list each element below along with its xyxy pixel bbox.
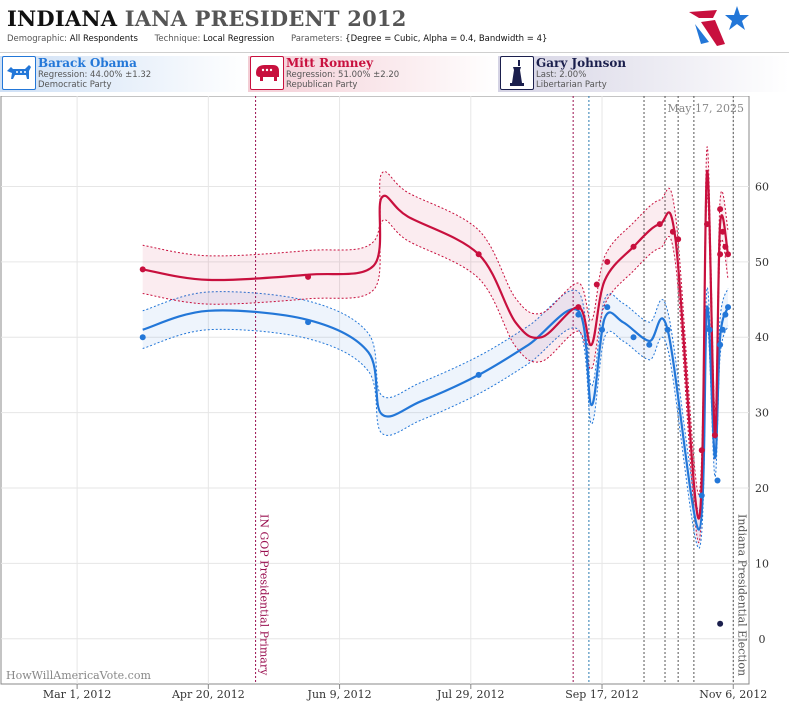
watermark: HowWillAmericaVote.com [6, 669, 151, 682]
regression-line [142, 170, 730, 520]
event-label: IN GOP Presidential Primary [258, 514, 271, 676]
donkey-icon [2, 56, 36, 90]
poll-point [139, 266, 146, 273]
poll-point [139, 334, 146, 341]
event-lines: IN GOP Presidential Primary Indiana Presi… [255, 96, 748, 684]
poll-point [630, 334, 637, 341]
poll-point [706, 326, 713, 333]
candidate-card-romney: Mitt Romney Regression: 51.00% ±2.20 Rep… [248, 56, 498, 92]
candidate-card-obama: Barack Obama Regression: 44.00% ±1.32 De… [0, 56, 248, 92]
x-tick-label: Jul 29, 2012 [436, 688, 505, 701]
poll-point [604, 304, 611, 311]
y-tick-label: 50 [755, 256, 769, 269]
candidate-name: Barack Obama [38, 56, 137, 70]
chart-header: INDIANA IANA PRESIDENT 2012 Demographic:… [0, 0, 789, 53]
poll-point [725, 251, 732, 258]
poll-point [593, 281, 600, 288]
poll-point [717, 251, 724, 258]
x-tick-label: Nov 6, 2012 [699, 688, 767, 701]
confidence-lower [142, 325, 729, 549]
confidence-band [142, 146, 728, 543]
confidence-upper [142, 287, 729, 512]
poll-point [669, 228, 676, 235]
poll-point [475, 251, 482, 258]
poll-point [575, 304, 582, 311]
poll-point [305, 319, 312, 326]
liberty-statue-icon [500, 56, 534, 90]
poll-point [719, 326, 726, 333]
y-tick-label: 10 [755, 557, 769, 570]
plot-border [0, 96, 750, 685]
candidate-stat: Regression: 51.00% ±2.20 [286, 70, 400, 80]
poll-point [722, 243, 729, 250]
event-label: Indiana Presidential Election [735, 514, 748, 676]
y-tick-labels: 0 10 20 30 40 50 60 [755, 180, 769, 645]
poll-point [711, 432, 718, 439]
candidate-party: Republican Party [286, 80, 358, 90]
candidate-party: Libertarian Party [536, 80, 607, 90]
confidence-lower [142, 194, 729, 543]
candidate-card-johnson: Gary Johnson Last: 2.00% Libertarian Par… [498, 56, 789, 92]
technique-value: Local Regression [203, 34, 275, 44]
y-tick-label: 40 [755, 331, 769, 344]
poll-points [139, 206, 732, 627]
poll-point [646, 341, 653, 348]
poll-point [717, 206, 724, 213]
poll-point [475, 371, 482, 378]
poll-point [664, 326, 671, 333]
poll-point [722, 311, 729, 318]
poll-point [714, 477, 721, 484]
poll-point [305, 273, 312, 280]
parameters-line: Demographic: All Respondents Technique: … [7, 34, 561, 44]
title-rest: IANA PRESIDENT 2012 [124, 6, 407, 31]
technique-label: Technique: [154, 34, 201, 44]
poll-point [630, 243, 637, 250]
x-tick-label: Jun 9, 2012 [307, 688, 372, 701]
x-tick-label: Sep 17, 2012 [565, 688, 639, 701]
site-logo-icon [689, 6, 749, 46]
candidate-stat: Last: 2.00% [536, 70, 587, 80]
parameters-value: {Degree = Cubic, Alpha = 0.4, Bandwidth … [345, 34, 548, 44]
title-state: INDIANA [7, 6, 118, 31]
y-gridlines [1, 185, 749, 640]
poll-point [719, 228, 726, 235]
poll-point [604, 258, 611, 265]
y-tick-label: 20 [755, 482, 769, 495]
y-tick-label: 60 [755, 180, 769, 193]
date-stamp: May 17, 2025 [667, 102, 744, 115]
poll-point [575, 311, 582, 318]
poll-point [717, 341, 724, 348]
confidence-band [142, 287, 728, 549]
x-tick-label: Mar 1, 2012 [43, 688, 112, 701]
parameters-label: Parameters: [290, 34, 343, 44]
poll-point [656, 221, 663, 228]
poll-point [717, 620, 724, 627]
demographic-value: All Respondents [69, 34, 138, 44]
y-tick-label: 30 [755, 407, 769, 420]
candidate-name: Gary Johnson [536, 56, 627, 70]
y-tick-label: 0 [759, 633, 766, 646]
x-tick-labels: Mar 1, 2012 Apr 20, 2012 Jun 9, 2012 Jul 29… [43, 688, 767, 701]
elephant-icon [250, 56, 284, 90]
candidate-name: Mitt Romney [286, 56, 374, 70]
poll-point [675, 236, 682, 243]
poll-point [599, 326, 606, 333]
x-tick-label: Apr 20, 2012 [171, 688, 245, 701]
candidate-party: Democratic Party [38, 80, 112, 90]
poll-point [725, 304, 732, 311]
demographic-label: Demographic: [7, 34, 68, 44]
poll-chart: IN GOP Presidential Primary Indiana Presi… [0, 96, 769, 701]
poll-markers [572, 96, 695, 684]
poll-point [704, 221, 711, 228]
poll-point [698, 447, 705, 454]
poll-point [698, 492, 705, 499]
page-title: INDIANA IANA PRESIDENT 2012 [7, 6, 407, 31]
candidate-stat: Regression: 44.00% ±1.32 [38, 70, 152, 80]
